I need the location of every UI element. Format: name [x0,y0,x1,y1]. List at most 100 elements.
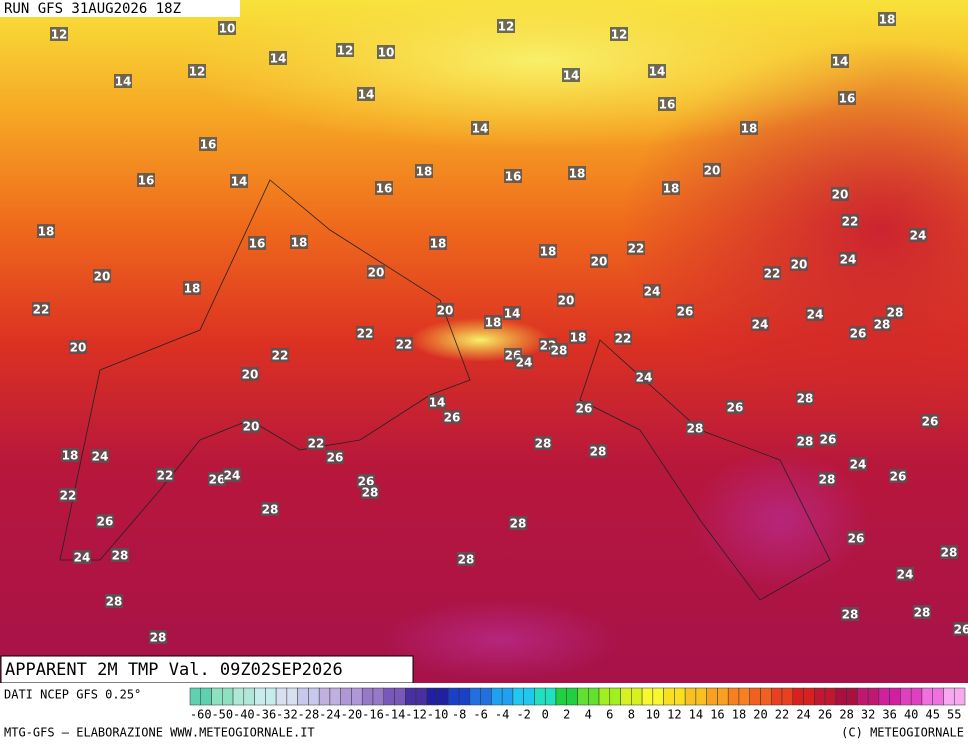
label-box [889,469,907,483]
color-swatch [189,687,202,706]
color-swatch [297,687,309,706]
temp-label: 28 [510,517,527,531]
label-box [114,74,132,88]
temp-label: 14 [504,307,521,321]
label-box [156,468,174,482]
label-box [841,607,859,621]
label-box [550,343,568,357]
label-box [91,449,109,463]
color-swatch [663,687,675,706]
label-box [356,326,374,340]
label-box [790,257,808,271]
color-swatch [437,687,449,706]
color-swatch [544,687,557,706]
hot-area [380,600,620,680]
temp-label: 22 [764,267,781,281]
label-box [838,91,856,105]
label-box [643,284,661,298]
color-swatch [932,687,944,706]
label-box [562,68,580,82]
temp-label: 26 [576,402,593,416]
colorbar-tick-label: 26 [818,708,832,722]
temp-label: 26 [327,451,344,465]
colorbar-tick-label: -60 [190,708,212,722]
color-swatch [501,687,514,706]
colorbar-tick-label: 24 [796,708,810,722]
temp-label: 28 [887,306,904,320]
label-box [61,448,79,462]
colorbar-tick-label: -12 [405,708,427,722]
color-swatch [351,687,363,706]
temp-label: 28 [362,486,379,500]
temp-label: 18 [416,165,433,179]
temp-label: 14 [270,52,287,66]
temp-label: 24 [644,285,661,299]
color-swatch [835,687,847,706]
label-box [686,421,704,435]
temp-label: 28 [150,631,167,645]
temp-label: 12 [337,44,354,58]
source-text: DATI NCEP GFS 0.25° [4,688,141,702]
temp-label: 20 [94,270,111,284]
temp-label: 18 [569,167,586,181]
label-box [484,315,502,329]
temp-label: 12 [51,28,68,42]
temp-label: 26 [820,433,837,447]
color-swatch [695,687,707,706]
colorbar-tick-label: 45 [925,708,939,722]
colorbar-tick-label: -6 [473,708,487,722]
label-box [50,27,68,41]
colorbar-tick-label: 32 [861,708,875,722]
label-box [873,317,891,331]
color-swatch [867,687,880,706]
color-swatch [943,687,955,706]
label-box [796,391,814,405]
temp-label: 22 [615,332,632,346]
temp-label: 16 [839,92,856,106]
label-box [534,436,552,450]
color-swatch [566,687,578,706]
label-box [648,64,666,78]
label-box [208,472,226,486]
temp-label: 24 [92,450,109,464]
label-box [614,331,632,345]
label-box [137,173,155,187]
label-box [913,605,931,619]
temp-label: 22 [842,215,859,229]
color-swatch [609,687,621,706]
temp-label: 24 [910,229,927,243]
label-box [93,269,111,283]
color-swatch [760,687,772,706]
label-box [662,181,680,195]
color-swatch [491,687,503,706]
label-box [326,450,344,464]
label-box [590,254,608,268]
temp-label: 28 [551,344,568,358]
colorbar-tick-label: -2 [516,708,530,722]
color-swatch [275,687,288,706]
temp-label: 24 [897,568,914,582]
label-box [429,236,447,250]
color-swatch [555,687,567,706]
color-swatch [921,687,933,706]
temp-label: 14 [429,396,446,410]
colorbar-tick-label: 40 [904,708,918,722]
temp-label: 26 [727,401,744,415]
colorbar-tick-label: -50 [211,708,233,722]
colorbar-tick-label: 18 [732,708,746,722]
colorbar-tick-label: -10 [427,708,449,722]
temp-label: 18 [38,225,55,239]
colorbar-tick-label: 22 [775,708,789,722]
label-box [218,21,236,35]
temp-label: 22 [628,242,645,256]
label-box [307,436,325,450]
temp-label: 12 [189,65,206,79]
label-box [896,567,914,581]
footer-left: MTG-GFS — ELABORAZIONE WWW.METEOGIORNALE… [4,726,315,740]
temp-label: 22 [308,437,325,451]
label-box [515,355,533,369]
colorbar-tick-label: -4 [495,708,509,722]
temp-label: 28 [590,445,607,459]
temp-label: 20 [704,164,721,178]
